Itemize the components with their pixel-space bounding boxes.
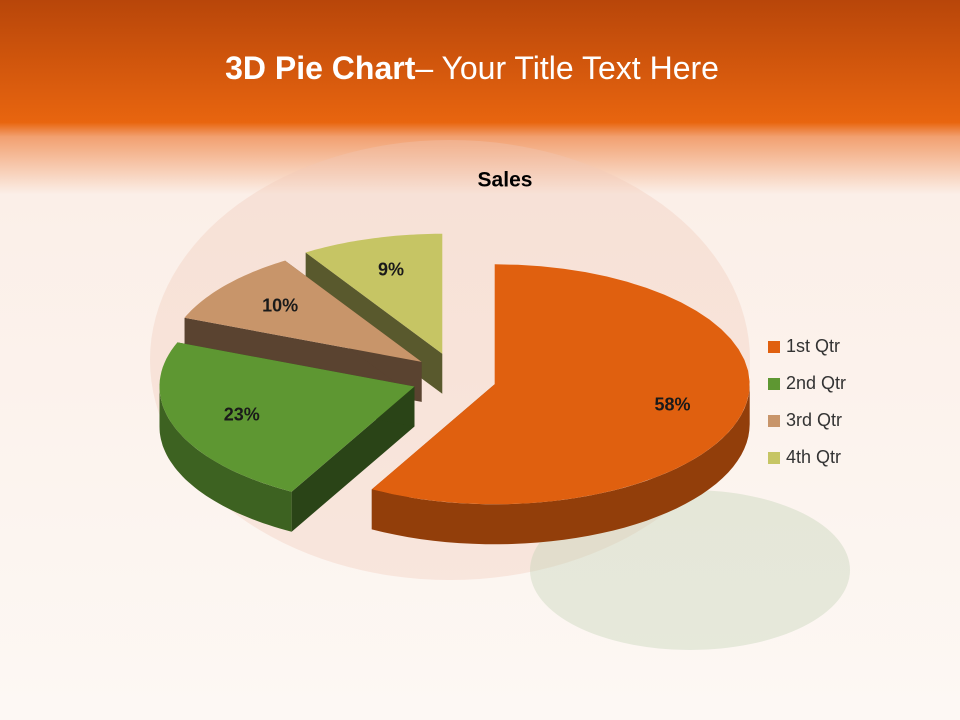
legend: 1st Qtr 2nd Qtr 3rd Qtr 4th Qtr	[768, 336, 846, 467]
pie: 58% 23% 10% 9%	[159, 233, 750, 545]
slide-title-bold: 3D Pie Chart	[225, 50, 416, 86]
slice	[305, 233, 443, 354]
legend-label: 4th Qtr	[786, 447, 841, 467]
data-label: 9%	[378, 260, 404, 280]
data-label: 58%	[654, 395, 690, 415]
legend-label: 3rd Qtr	[786, 410, 842, 430]
legend-label: 2nd Qtr	[786, 373, 846, 393]
slice	[184, 260, 422, 362]
chart-title: Sales	[478, 169, 533, 192]
legend-label: 1st Qtr	[786, 336, 840, 356]
slice	[159, 342, 415, 492]
legend-swatch	[768, 415, 780, 427]
legend-swatch	[768, 341, 780, 353]
slide-title-rest: – Your Title Text Here	[415, 50, 719, 86]
slice-wall	[159, 386, 292, 532]
slice	[371, 264, 750, 505]
slice-wall	[371, 384, 750, 545]
slide-title: 3D Pie Chart– Your Title Text Here	[225, 50, 719, 86]
data-label: 23%	[224, 405, 260, 425]
legend-swatch	[768, 378, 780, 390]
legend-swatch	[768, 452, 780, 464]
data-label: 10%	[262, 296, 298, 316]
slice-side	[291, 386, 415, 532]
